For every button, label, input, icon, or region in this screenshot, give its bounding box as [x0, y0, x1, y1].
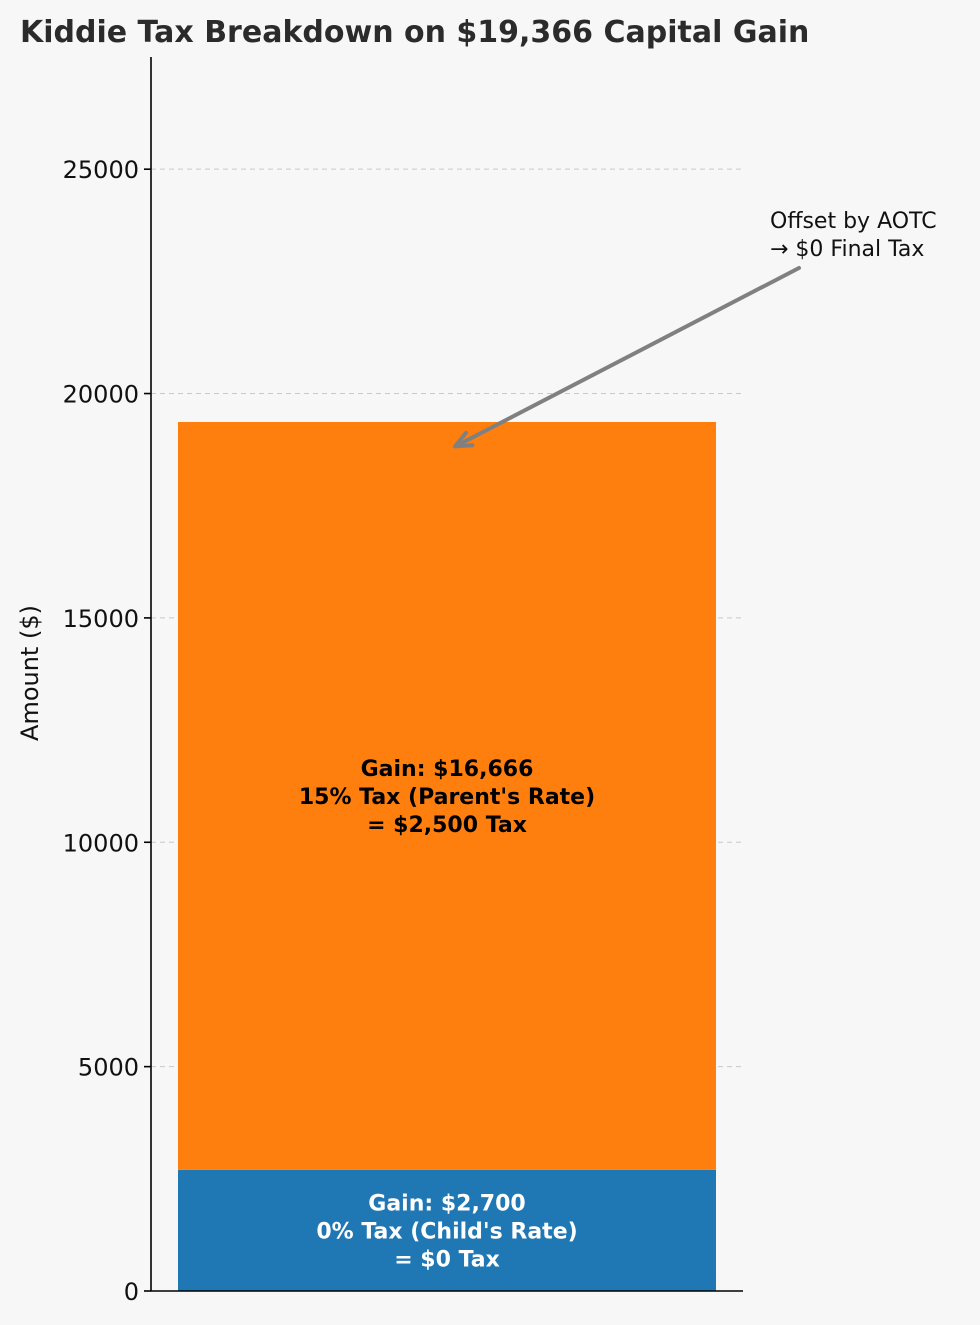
bar-segment-label: 0% Tax (Child's Rate)	[316, 1219, 577, 1244]
annotation-arrow	[459, 266, 801, 446]
y-tick-label: 25000	[63, 156, 139, 184]
bar-segment-label: 15% Tax (Parent's Rate)	[299, 785, 595, 810]
bar-segment-2	[178, 421, 716, 1170]
y-tick-label: 5000	[78, 1054, 139, 1082]
bar-segment-label: = $2,500 Tax	[367, 813, 527, 838]
annotation-text: → $0 Final Tax	[770, 237, 924, 262]
y-tick-label: 15000	[63, 605, 139, 633]
y-tick-label: 20000	[63, 381, 139, 409]
bar-segment-1	[178, 1169, 716, 1291]
bar-segment-label: Gain: $16,666	[361, 757, 534, 782]
y-tick-label: 10000	[63, 829, 139, 857]
annotation-arrowhead	[453, 430, 475, 449]
axes: 0 5000 10000 15000 20000 25000	[63, 57, 743, 1306]
y-axis-label: Amount ($)	[16, 605, 44, 741]
segment-labels: Gain: $2,700 0% Tax (Child's Rate) = $0 Ta…	[299, 757, 595, 1273]
bar-segment-label: = $0 Tax	[394, 1247, 500, 1272]
annotation: Offset by AOTC → $0 Final Tax	[453, 209, 937, 449]
annotation-text: Offset by AOTC	[770, 209, 937, 234]
chart-title: Kiddie Tax Breakdown on $19,366 Capital …	[20, 15, 809, 50]
stacked-bar	[178, 421, 716, 1291]
y-tick-label: 0	[124, 1278, 139, 1306]
bar-segment-label: Gain: $2,700	[368, 1191, 525, 1216]
